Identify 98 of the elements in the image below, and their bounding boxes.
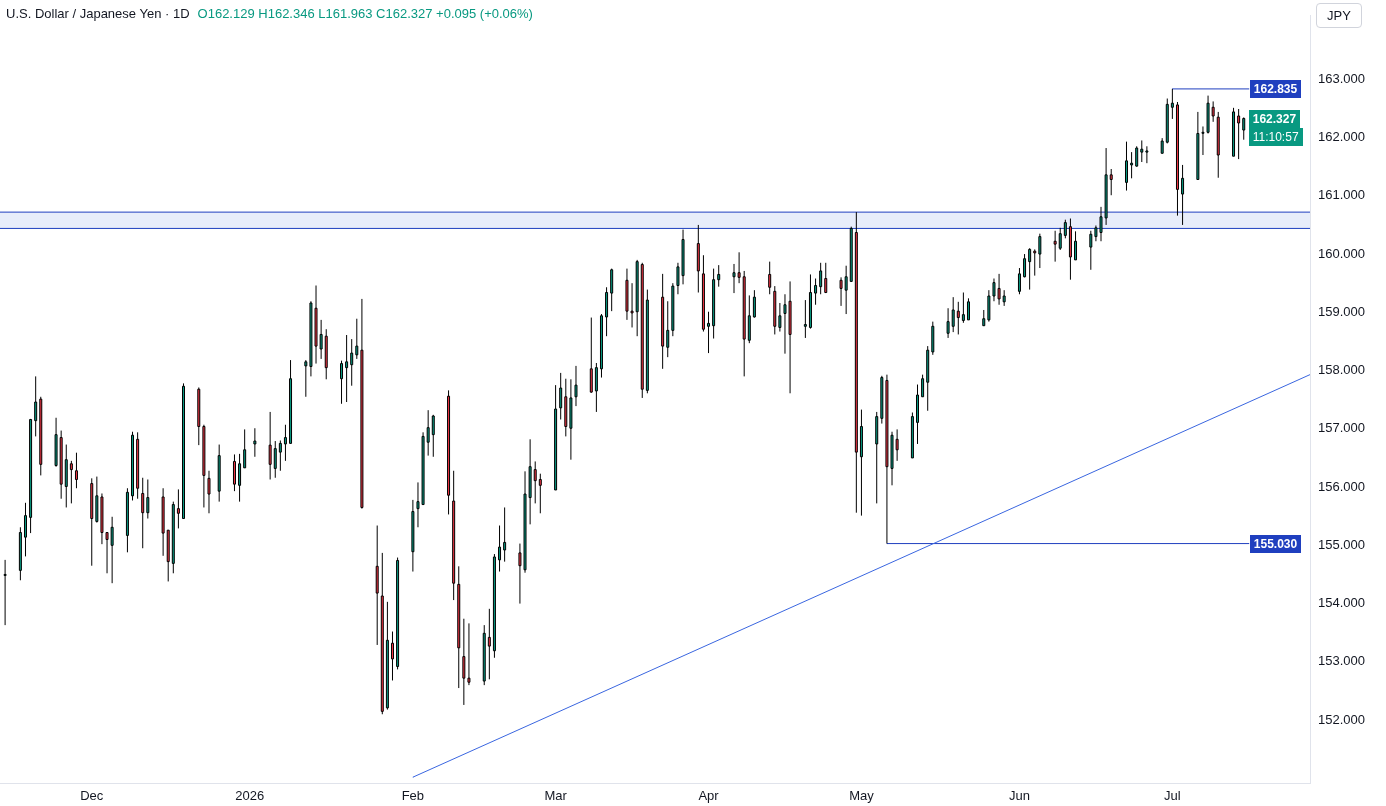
y-tick-label: 154.000 bbox=[1318, 595, 1365, 611]
candlestick bbox=[1017, 267, 1021, 295]
chart-title: U.S. Dollar / Japanese Yen · 1D bbox=[6, 6, 190, 21]
x-tick-label: Jul bbox=[1164, 788, 1181, 804]
candlestick bbox=[69, 460, 73, 504]
candlestick bbox=[961, 292, 965, 324]
y-tick-label: 156.000 bbox=[1318, 478, 1365, 494]
candlestick bbox=[594, 362, 598, 413]
candlestick bbox=[1242, 116, 1246, 141]
candlestick bbox=[768, 261, 772, 295]
candlestick bbox=[278, 439, 282, 472]
y-tick-label: 157.000 bbox=[1318, 420, 1365, 436]
candlestick bbox=[717, 264, 721, 288]
candlestick bbox=[666, 300, 670, 358]
candlestick bbox=[1237, 108, 1241, 160]
candlestick bbox=[243, 428, 247, 469]
candlestick bbox=[176, 488, 180, 529]
candlestick bbox=[340, 360, 344, 405]
x-tick-label: Jun bbox=[1008, 788, 1030, 804]
candlestick bbox=[34, 375, 38, 437]
candlestick bbox=[559, 372, 563, 420]
candlestick bbox=[1089, 230, 1093, 271]
x-tick-label: 2026 bbox=[235, 788, 265, 804]
candlestick bbox=[538, 473, 542, 514]
candlestick bbox=[824, 262, 828, 294]
candlestick bbox=[503, 506, 507, 563]
candlestick bbox=[273, 440, 277, 479]
candlestick bbox=[146, 479, 150, 520]
y-tick-label: 153.000 bbox=[1318, 653, 1365, 669]
candlestick bbox=[1074, 230, 1078, 261]
candlestick bbox=[1125, 141, 1128, 192]
candlestick bbox=[1145, 145, 1149, 164]
candlestick bbox=[3, 559, 7, 626]
candlestick bbox=[350, 338, 354, 387]
candlestick bbox=[238, 453, 242, 503]
candlestick bbox=[946, 307, 950, 339]
y-tick-label: 162.000 bbox=[1318, 129, 1365, 145]
candlestick bbox=[1058, 227, 1062, 251]
y-tick-label: 152.000 bbox=[1318, 711, 1365, 727]
candlestick bbox=[283, 424, 287, 462]
candlestick bbox=[819, 262, 823, 295]
candlestick bbox=[232, 453, 236, 492]
candlestick bbox=[487, 608, 491, 680]
candlestick bbox=[752, 289, 756, 319]
candlestick bbox=[1181, 164, 1185, 226]
candlestick bbox=[610, 268, 614, 312]
candlestick bbox=[951, 296, 955, 333]
candlestick bbox=[390, 631, 394, 681]
x-tick-label: Dec bbox=[80, 788, 104, 804]
candlestick bbox=[1033, 248, 1037, 277]
candlestick bbox=[1053, 230, 1057, 263]
x-tick-label: Feb bbox=[401, 788, 425, 804]
x-tick-label: Apr bbox=[698, 788, 720, 804]
annotation: 11:10:57 bbox=[1248, 128, 1303, 146]
candlestick bbox=[956, 301, 960, 335]
candlestick bbox=[253, 427, 257, 458]
y-tick-label: 161.000 bbox=[1318, 187, 1365, 203]
candlestick bbox=[304, 359, 308, 398]
candlestick bbox=[431, 414, 435, 458]
candlestick bbox=[141, 477, 145, 549]
candlestick bbox=[814, 278, 818, 306]
y-tick-label: 160.000 bbox=[1318, 245, 1365, 261]
y-tick-label: 159.000 bbox=[1318, 303, 1365, 319]
x-tick-label: Mar bbox=[544, 788, 568, 804]
candlestick bbox=[74, 452, 78, 489]
y-tick-label: 155.000 bbox=[1318, 536, 1365, 552]
candlestick bbox=[966, 297, 970, 321]
candlestick bbox=[589, 317, 593, 394]
candlestick bbox=[1211, 100, 1215, 123]
candlestick bbox=[921, 374, 925, 398]
candlestick bbox=[707, 311, 711, 354]
y-axis-title: JPY bbox=[1316, 3, 1362, 28]
y-tick-label: 163.000 bbox=[1318, 70, 1365, 86]
candlestick bbox=[1140, 139, 1144, 163]
candlestick bbox=[268, 411, 272, 480]
candlestick bbox=[1063, 219, 1067, 239]
candlestick bbox=[498, 525, 502, 573]
candlestick bbox=[1130, 151, 1134, 179]
candlestick bbox=[345, 334, 349, 403]
chart-subtitle: O162.129 H162.346 L161.963 C162.327 +0.095 (+0.06%) bbox=[197, 6, 533, 21]
annotation: 155.030 bbox=[1249, 534, 1302, 553]
candlestick bbox=[574, 365, 578, 407]
candlestick bbox=[207, 470, 211, 514]
candlestick bbox=[355, 318, 359, 360]
candlestick bbox=[1135, 145, 1139, 168]
candlestick bbox=[1170, 88, 1174, 120]
candlestick bbox=[1038, 233, 1042, 269]
candlestick bbox=[803, 299, 807, 339]
annotation: 162.327 bbox=[1248, 109, 1301, 128]
candlestick bbox=[426, 409, 430, 457]
candlestick bbox=[778, 302, 782, 333]
candlestick bbox=[1028, 247, 1032, 291]
candlestick bbox=[533, 460, 537, 504]
candlestick bbox=[1109, 168, 1113, 196]
candlestick bbox=[23, 502, 27, 557]
y-tick-label: 158.000 bbox=[1318, 362, 1365, 378]
annotation: 162.835 bbox=[1249, 79, 1302, 98]
x-tick-label: May bbox=[849, 788, 875, 804]
